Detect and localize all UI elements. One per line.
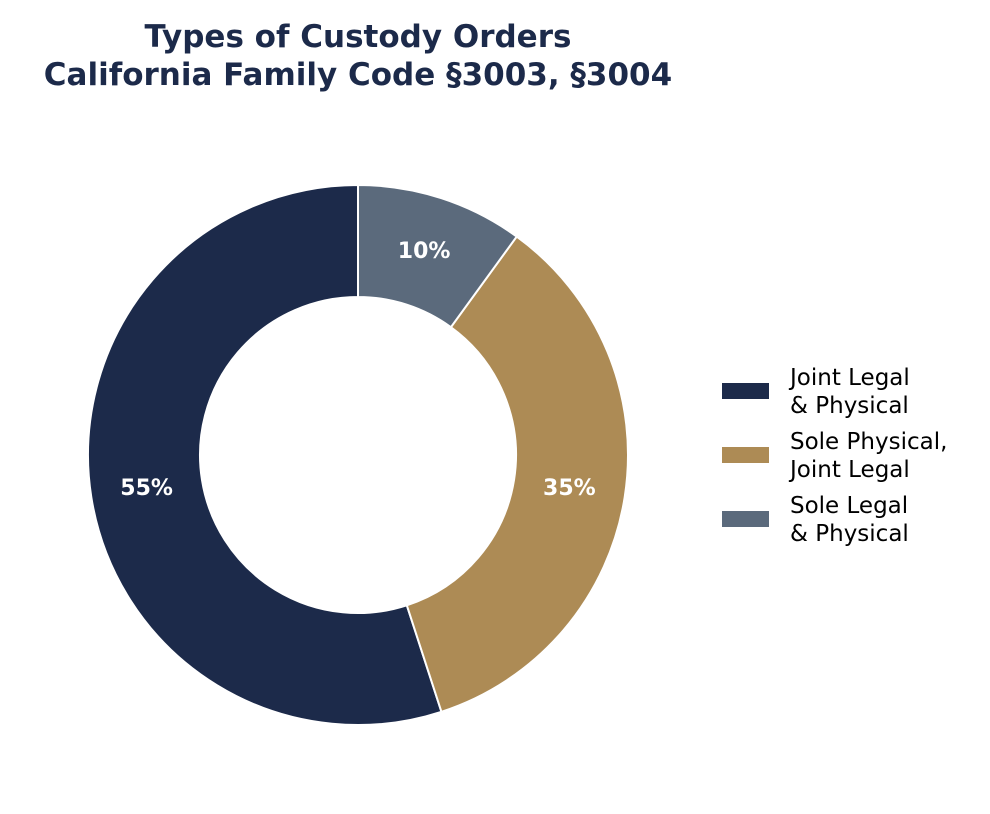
slice-percent-label-1: 55% xyxy=(120,476,173,501)
legend-item-3: Sole Legal& Physical xyxy=(722,493,909,547)
legend-item-2: Sole Physical,Joint Legal xyxy=(722,429,947,483)
legend-item-1: Joint Legal& Physical xyxy=(722,365,910,419)
slice-percent-label-2: 35% xyxy=(543,476,596,501)
legend-label-2-line-1: Sole Physical, xyxy=(790,429,947,455)
legend-swatch-1 xyxy=(722,383,769,399)
donut-percent-labels: 55% 35% 10% xyxy=(120,239,595,501)
legend-swatch-2 xyxy=(722,447,769,463)
legend-label-2-line-2: Joint Legal xyxy=(788,457,910,483)
donut-slice-2 xyxy=(405,235,629,714)
legend-label-3-line-1: Sole Legal xyxy=(790,493,908,519)
slice-percent-label-3: 10% xyxy=(398,239,451,264)
legend-label-1-line-1: Joint Legal xyxy=(788,365,910,391)
legend-swatch-3 xyxy=(722,511,769,527)
donut-slices xyxy=(87,183,629,726)
legend-label-3-line-2: & Physical xyxy=(790,521,909,547)
chart-title-line-2: California Family Code §3003, §3004 xyxy=(44,57,672,93)
legend-label-1-line-2: & Physical xyxy=(790,393,909,419)
chart-title-line-1: Types of Custody Orders xyxy=(145,19,572,55)
donut-slice-3 xyxy=(357,183,519,329)
donut-slice-1 xyxy=(87,183,443,726)
